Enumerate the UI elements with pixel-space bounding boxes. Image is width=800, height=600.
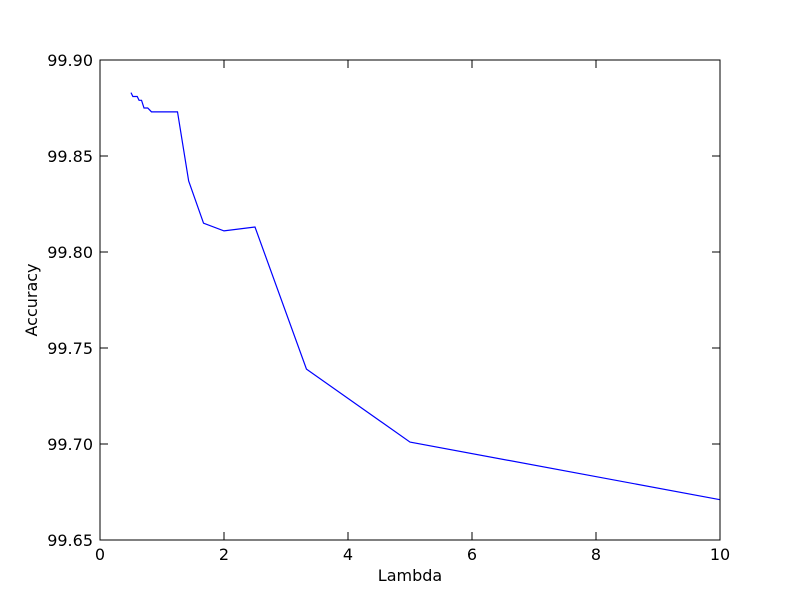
y-tick-label: 99.70 bbox=[47, 435, 93, 454]
x-tick-label: 2 bbox=[219, 545, 229, 564]
y-tick-label: 99.75 bbox=[47, 339, 93, 358]
x-tick-label: 10 bbox=[710, 545, 730, 564]
axis-ticks: 0 2 4 6 8 10 99.65 99.70 99.75 99.80 99.85 99.90 bbox=[47, 51, 730, 564]
plot-area bbox=[130, 92, 721, 501]
y-tick-label: 99.65 bbox=[47, 531, 93, 550]
x-tick-label: 0 bbox=[95, 545, 105, 564]
x-tick-label: 4 bbox=[343, 545, 353, 564]
series-line-0 bbox=[130, 92, 721, 501]
y-tick-label: 99.85 bbox=[47, 147, 93, 166]
y-tick-label: 99.80 bbox=[47, 243, 93, 262]
x-tick-label: 8 bbox=[591, 545, 601, 564]
y-tick-label: 99.90 bbox=[47, 51, 93, 70]
y-axis-label: Accuracy bbox=[22, 263, 41, 336]
plot-frame bbox=[99, 59, 721, 541]
x-axis-label: Lambda bbox=[378, 566, 442, 585]
x-tick-label: 6 bbox=[467, 545, 477, 564]
